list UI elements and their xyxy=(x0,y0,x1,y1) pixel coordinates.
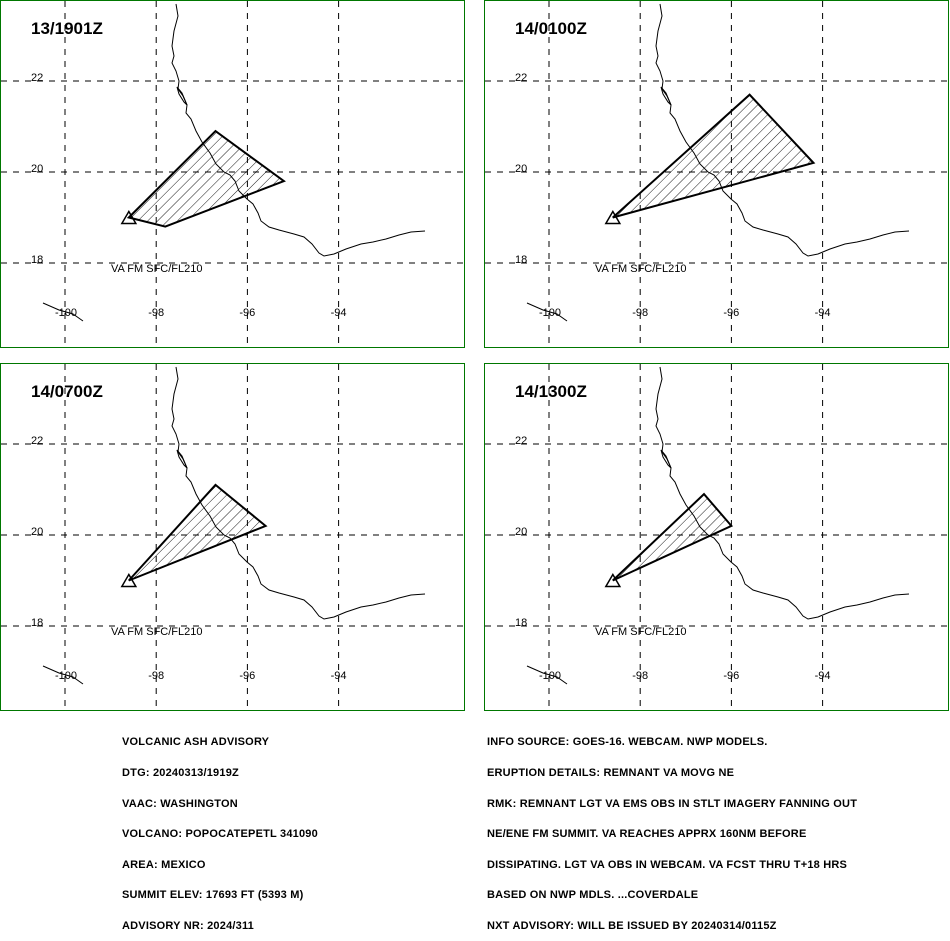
lon-tick-label: -96 xyxy=(723,670,740,682)
lon-tick-label: -94 xyxy=(330,307,347,319)
lat-tick-label: 18 xyxy=(31,617,44,629)
lon-tick-label: -98 xyxy=(148,670,165,682)
coastline xyxy=(171,3,426,257)
lagoon-outline xyxy=(176,449,188,469)
pacific-coastline xyxy=(526,665,568,685)
map-canvas xyxy=(1,1,466,349)
lon-tick-label: -100 xyxy=(55,670,78,682)
lat-tick-label: 18 xyxy=(515,617,528,629)
forecast-panel-2: 14/0100Z 22 20 18 -100 -98 -96 -94 VA FM SFC/FL… xyxy=(484,0,950,349)
advisory-line: DTG: 20240313/1919Z xyxy=(122,767,239,779)
ash-cloud-polygon xyxy=(612,492,734,582)
ash-cloud-polygon xyxy=(612,93,816,219)
advisory-line: VAAC: WASHINGTON xyxy=(122,797,238,810)
lon-tick-label: -100 xyxy=(55,307,78,319)
lon-tick-label: -96 xyxy=(239,670,256,682)
lat-tick-label: 20 xyxy=(31,163,44,175)
pacific-coastline xyxy=(526,302,568,322)
advisory-line: NE/ENE FM SUMMIT. VA REACHES APPRX 160NM… xyxy=(487,828,807,841)
panel-title: 13/1901Z xyxy=(31,19,103,38)
volcano-icon xyxy=(604,573,622,588)
lon-tick-label: -94 xyxy=(814,307,831,319)
lon-tick-label: -100 xyxy=(539,670,562,682)
map-canvas xyxy=(1,364,466,712)
lon-tick-label: -94 xyxy=(814,670,831,682)
lat-tick-label: 20 xyxy=(515,526,528,538)
forecast-panel-1: 13/1901Z 22 20 18 -100 -98 -96 -94 VA FM SFC/FL… xyxy=(0,0,466,349)
panel-title: 14/0700Z xyxy=(31,382,103,401)
advisory-line: INFO SOURCE: GOES-16. WEBCAM. NWP MODELS… xyxy=(487,736,768,749)
advisory-line: VOLCANO: POPOCATEPETL 341090 xyxy=(122,828,318,841)
lon-tick-label: -100 xyxy=(539,307,562,319)
advisory-line: VOLCANIC ASH ADVISORY xyxy=(122,736,270,749)
lat-tick-label: 22 xyxy=(31,72,44,84)
advisory-line: RMK: REMNANT LGT VA EMS OBS IN STLT IMAG… xyxy=(487,797,858,810)
lat-tick-label: 18 xyxy=(31,254,44,266)
map-canvas xyxy=(485,364,950,712)
lagoon-outline xyxy=(660,449,672,469)
pacific-coastline xyxy=(42,665,84,685)
ash-level-label: VA FM SFC/FL210 xyxy=(595,626,687,638)
coastline xyxy=(171,366,426,620)
advisory-line: ADVISORY NR: 2024/311 xyxy=(122,919,254,932)
ash-level-label: VA FM SFC/FL210 xyxy=(111,263,203,275)
ash-level-label: VA FM SFC/FL210 xyxy=(595,263,687,275)
forecast-panel-4: 14/1300Z 22 20 18 -100 -98 -96 -94 VA FM SFC/FL… xyxy=(484,363,950,712)
volcano-icon xyxy=(604,210,622,225)
lon-tick-label: -98 xyxy=(632,307,649,319)
lon-tick-label: -98 xyxy=(148,307,165,319)
lat-tick-label: 22 xyxy=(31,435,44,447)
lat-tick-label: 22 xyxy=(515,435,528,447)
lon-tick-label: -96 xyxy=(723,307,740,319)
advisory-line: AREA: MEXICO xyxy=(122,858,206,871)
panel-title: 14/0100Z xyxy=(515,19,587,38)
advisory-line: ERUPTION DETAILS: REMNANT VA MOVG NE xyxy=(487,767,735,779)
lat-tick-label: 20 xyxy=(515,163,528,175)
lon-tick-label: -98 xyxy=(632,670,649,682)
coastline xyxy=(655,366,910,620)
advisory-line: BASED ON NWP MDLS. ...COVERDALE xyxy=(487,889,699,902)
forecast-panel-3: 14/0700Z 22 20 18 -100 -98 -96 -94 VA FM SFC/FL… xyxy=(0,363,466,712)
panel-title: 14/1300Z xyxy=(515,382,587,401)
volcano-icon xyxy=(120,210,138,225)
advisory-line: SUMMIT ELEV: 17693 FT (5393 M) xyxy=(122,889,304,902)
ash-level-label: VA FM SFC/FL210 xyxy=(111,626,203,638)
ash-cloud-polygon xyxy=(128,483,268,582)
lagoon-outline xyxy=(176,86,188,106)
ash-cloud-polygon xyxy=(126,129,286,228)
pacific-coastline xyxy=(42,302,84,322)
lat-tick-label: 22 xyxy=(515,72,528,84)
lat-tick-label: 18 xyxy=(515,254,528,266)
advisory-info-left: VOLCANIC ASH ADVISORY DTG: 20240313/1919… xyxy=(122,717,318,941)
volcano-icon xyxy=(120,573,138,588)
advisory-info-right: INFO SOURCE: GOES-16. WEBCAM. NWP MODELS… xyxy=(487,717,857,941)
lagoon-outline xyxy=(660,86,672,106)
advisory-line: DISSIPATING. LGT VA OBS IN WEBCAM. VA FC… xyxy=(487,858,848,871)
map-canvas xyxy=(485,1,950,349)
advisory-line: NXT ADVISORY: WILL BE ISSUED BY 20240314… xyxy=(487,919,777,932)
lat-tick-label: 20 xyxy=(31,526,44,538)
lon-tick-label: -96 xyxy=(239,307,256,319)
lon-tick-label: -94 xyxy=(330,670,347,682)
